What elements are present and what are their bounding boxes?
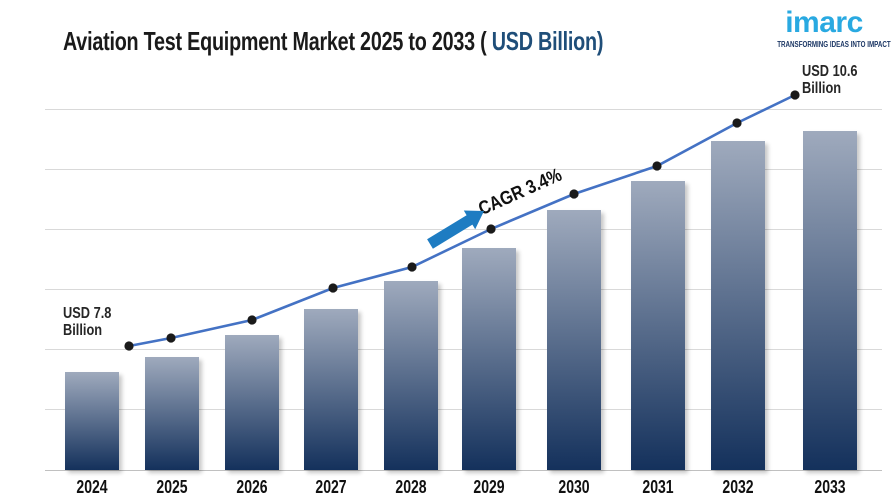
gridline — [45, 109, 882, 110]
trend-line-marker — [166, 333, 176, 343]
trend-line-marker — [732, 118, 742, 128]
bar-2029 — [462, 248, 516, 470]
x-axis-label-2031: 2031 — [642, 477, 674, 497]
trend-line-marker — [407, 262, 417, 272]
bar-2026 — [225, 335, 279, 470]
x-axis-label-2029: 2029 — [473, 477, 505, 497]
x-axis-line — [45, 470, 882, 471]
trend-line-marker — [790, 90, 800, 100]
start-value-line2: Billion — [63, 322, 103, 339]
bar-2031 — [631, 181, 685, 470]
x-axis-label-2028: 2028 — [395, 477, 427, 497]
x-axis-label-2027: 2027 — [315, 477, 347, 497]
x-axis-label-2024: 2024 — [76, 477, 108, 497]
chart-title-main: Aviation Test Equipment Market 2025 to 2… — [63, 26, 492, 56]
end-value-line1: USD 10.6 — [802, 63, 858, 80]
chart-title-unit: USD Billion) — [491, 26, 604, 56]
x-axis-label-2026: 2026 — [236, 477, 268, 497]
chart-title: Aviation Test Equipment Market 2025 to 2… — [63, 26, 603, 57]
imarc-logo: imarc TRANSFORMING IDEAS INTO IMPACT — [764, 6, 891, 49]
trend-line-marker — [569, 189, 579, 199]
end-value-label: USD 10.6 Billion — [802, 63, 858, 97]
bar-2032 — [711, 141, 765, 470]
bar-2028 — [384, 281, 438, 470]
x-axis-label-2030: 2030 — [558, 477, 590, 497]
bar-2024 — [65, 372, 119, 470]
bar-2027 — [304, 309, 358, 470]
imarc-logo-tagline: TRANSFORMING IDEAS INTO IMPACT — [777, 40, 891, 49]
start-value-line1: USD 7.8 — [63, 305, 112, 322]
imarc-logo-wordmark: imarc — [785, 6, 863, 39]
start-value-label: USD 7.8 Billion — [63, 305, 111, 339]
end-value-line2: Billion — [802, 80, 842, 97]
bar-2033 — [803, 131, 857, 470]
x-axis-label-2025: 2025 — [156, 477, 188, 497]
x-axis-label-2032: 2032 — [722, 477, 754, 497]
trend-line-marker — [247, 315, 257, 325]
x-axis-label-2033: 2033 — [814, 477, 846, 497]
bar-2030 — [547, 210, 601, 470]
trend-line-marker — [328, 283, 338, 293]
bar-2025 — [145, 357, 199, 470]
